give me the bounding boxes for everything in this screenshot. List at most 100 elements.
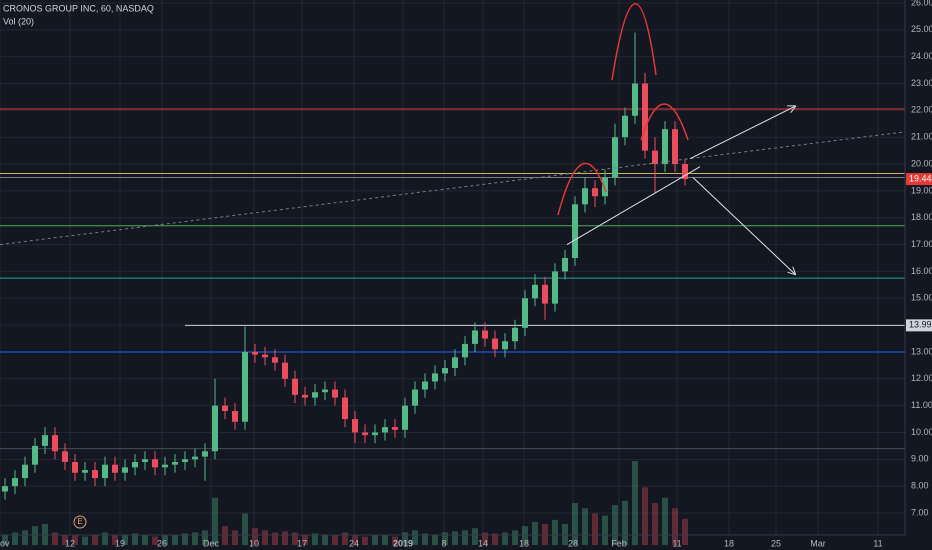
candle-body xyxy=(622,115,628,138)
candle-body xyxy=(412,389,418,406)
candle-body xyxy=(522,298,528,328)
candle-body xyxy=(2,486,8,492)
price-badge-label: 13.99 xyxy=(909,320,932,330)
grid xyxy=(0,0,905,535)
x-tick-label: 14 xyxy=(478,538,488,548)
candle-body xyxy=(492,338,498,350)
candle-body xyxy=(82,470,88,473)
candle-body xyxy=(512,327,518,342)
candle-body xyxy=(342,397,348,420)
candle-body xyxy=(42,435,48,446)
x-tick-label: 11 xyxy=(873,538,882,548)
volume-bar xyxy=(122,534,128,545)
volume-bar xyxy=(622,500,628,545)
volume-bar xyxy=(632,461,638,545)
volume-bar xyxy=(2,534,8,545)
volume-bar xyxy=(432,534,438,545)
volume-bar xyxy=(532,521,538,545)
volume-bar xyxy=(152,536,158,545)
volume-bar xyxy=(472,528,478,545)
volume-bar xyxy=(462,530,468,545)
y-tick-label: 18.00 xyxy=(911,212,932,222)
volume-bar xyxy=(212,497,218,545)
y-tick-label: 21.00 xyxy=(911,132,932,142)
volume-bar xyxy=(512,530,518,545)
x-tick-label: 18 xyxy=(519,538,529,548)
y-tick-label: 15.00 xyxy=(911,293,932,303)
candle-body xyxy=(392,427,398,430)
volume-bar xyxy=(292,532,298,545)
candle-body xyxy=(292,378,298,395)
candle-body xyxy=(642,83,648,151)
candle-body xyxy=(472,330,478,344)
candle-body xyxy=(72,462,78,473)
y-tick-label: 19.00 xyxy=(911,185,932,195)
y-tick-label: 16.00 xyxy=(911,266,932,276)
candle-body xyxy=(662,129,668,165)
y-tick-label: 10.00 xyxy=(911,427,932,437)
candle-body xyxy=(422,381,428,390)
volume-bar xyxy=(232,530,238,545)
volume-bar xyxy=(312,533,318,545)
candle-body xyxy=(232,411,238,422)
candle-body xyxy=(132,462,138,468)
candle-body xyxy=(202,451,208,457)
candle-body xyxy=(632,83,638,116)
candle-body xyxy=(172,462,178,465)
volume-bar xyxy=(102,532,108,545)
candle-body xyxy=(162,464,168,468)
candle-body xyxy=(122,467,128,473)
x-tick-label: 19 xyxy=(115,538,125,548)
volume-bar xyxy=(62,534,68,545)
candle-body xyxy=(502,341,508,350)
candle-body xyxy=(602,177,608,197)
x-tick-label: 2019 xyxy=(393,538,413,548)
trend-line xyxy=(566,166,701,246)
candle-body xyxy=(212,405,218,452)
candle-body xyxy=(62,451,68,462)
candle-body xyxy=(652,150,658,165)
volume-bar xyxy=(522,526,528,545)
candle-body xyxy=(142,459,148,462)
x-tick-label: 10 xyxy=(249,538,259,548)
candle-body xyxy=(302,394,308,398)
x-tick-label: 24 xyxy=(349,538,359,548)
candle-body xyxy=(322,389,328,393)
price-badge xyxy=(906,173,932,186)
y-tick-label: 13.00 xyxy=(911,346,932,356)
y-tick-label: 20.00 xyxy=(911,158,932,168)
volume-bar xyxy=(572,503,578,545)
y-tick-label: 26.00 xyxy=(911,0,932,7)
candle-body xyxy=(312,392,318,398)
volume-bar xyxy=(202,530,208,545)
volume-bar xyxy=(582,508,588,545)
y-tick-label: 11.00 xyxy=(911,400,932,410)
volume-bar xyxy=(352,534,358,545)
volume-bar xyxy=(52,532,58,545)
candle-body xyxy=(432,373,438,382)
volume-bar xyxy=(82,536,88,545)
volume-bar xyxy=(192,532,198,545)
candle-body xyxy=(442,368,448,374)
volume-bar xyxy=(502,532,508,545)
volume-bar xyxy=(32,526,38,545)
y-tick-label: 7.00 xyxy=(911,507,929,517)
candle-body xyxy=(102,464,108,479)
volume-bar xyxy=(182,533,188,545)
y-tick-label: 23.00 xyxy=(911,78,932,88)
y-tick-label: 12.00 xyxy=(911,373,932,383)
y-tick-label: 8.00 xyxy=(911,481,929,491)
volume-bar xyxy=(492,533,498,545)
candle-body xyxy=(282,362,288,379)
volume-bar xyxy=(362,536,368,545)
volume-bar xyxy=(602,515,608,545)
price-axis xyxy=(905,0,932,550)
price-badge-label: 19.44 xyxy=(909,173,932,183)
volume-bar xyxy=(322,534,328,545)
trend-line xyxy=(689,106,795,160)
volume-bar xyxy=(682,518,688,545)
x-tick-label: 8 xyxy=(441,538,446,548)
earnings-label: E xyxy=(77,517,82,526)
y-tick-label: 25.00 xyxy=(911,24,932,34)
x-tick-label: 28 xyxy=(568,538,578,548)
